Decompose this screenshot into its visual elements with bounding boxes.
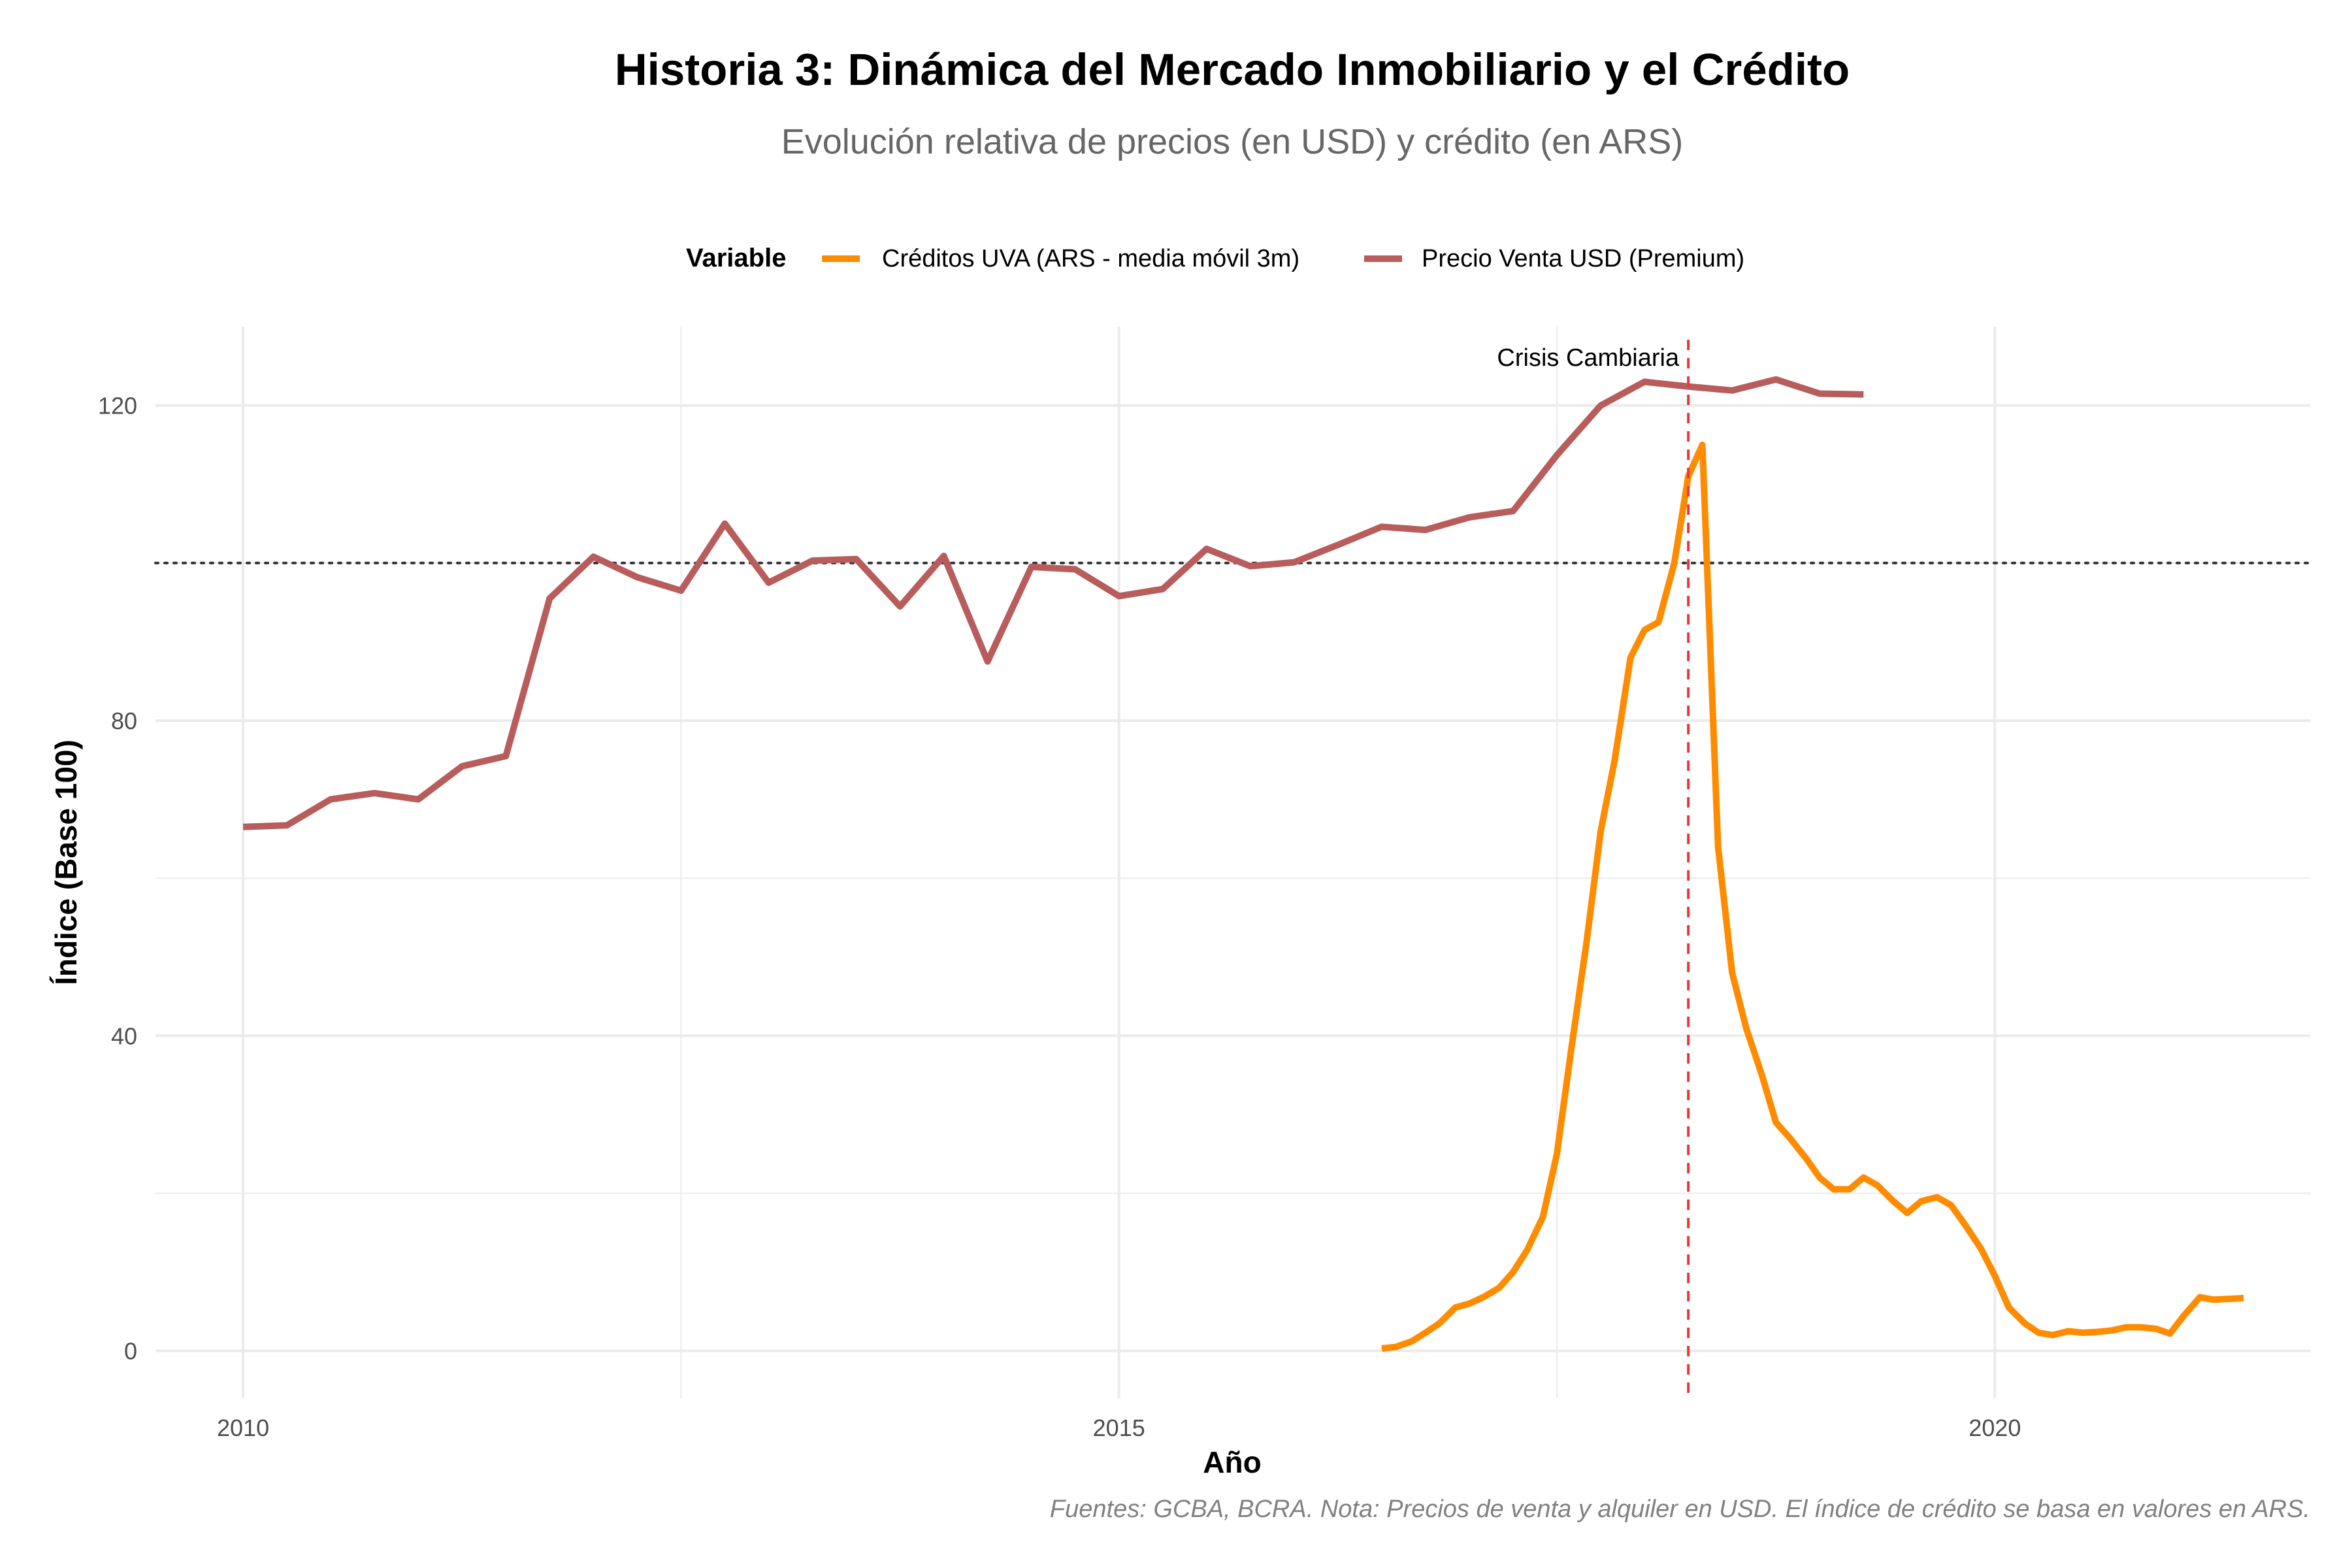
x-tick-label: 2010 xyxy=(217,1414,269,1441)
legend-label-creditos: Créditos UVA (ARS - media móvil 3m) xyxy=(882,245,1299,272)
series-line-creditos-uva xyxy=(1381,441,2244,1352)
grid xyxy=(155,327,2310,1398)
y-tick-label: 120 xyxy=(98,393,137,419)
caption: Fuentes: GCBA, BCRA. Nota: Precios de ve… xyxy=(1050,1495,2310,1523)
series-layer xyxy=(242,376,2244,1352)
chart-subtitle: Evolución relativa de precios (en USD) y… xyxy=(781,122,1684,161)
series-line-precio-venta xyxy=(242,376,1864,830)
legend: Variable Créditos UVA (ARS - media móvil… xyxy=(686,244,1744,272)
annotation-layer: Crisis Cambiaria xyxy=(1497,340,1690,1398)
y-axis-ticks: 0 40 80 120 xyxy=(98,393,137,1365)
y-tick-label: 0 xyxy=(124,1338,137,1365)
y-axis-title: Índice (Base 100) xyxy=(49,740,83,985)
chart-title: Historia 3: Dinámica del Mercado Inmobil… xyxy=(615,44,1850,95)
y-tick-label: 40 xyxy=(111,1022,137,1049)
legend-label-precio-venta: Precio Venta USD (Premium) xyxy=(1422,245,1744,272)
x-tick-label: 2015 xyxy=(1093,1414,1145,1441)
x-axis-title: Año xyxy=(1203,1445,1261,1479)
crisis-label: Crisis Cambiaria xyxy=(1497,344,1680,372)
x-axis-ticks: 2010 2015 2020 xyxy=(217,1414,2021,1441)
x-tick-label: 2020 xyxy=(1968,1414,2021,1441)
legend-title: Variable xyxy=(686,244,786,272)
y-tick-label: 80 xyxy=(111,708,137,734)
